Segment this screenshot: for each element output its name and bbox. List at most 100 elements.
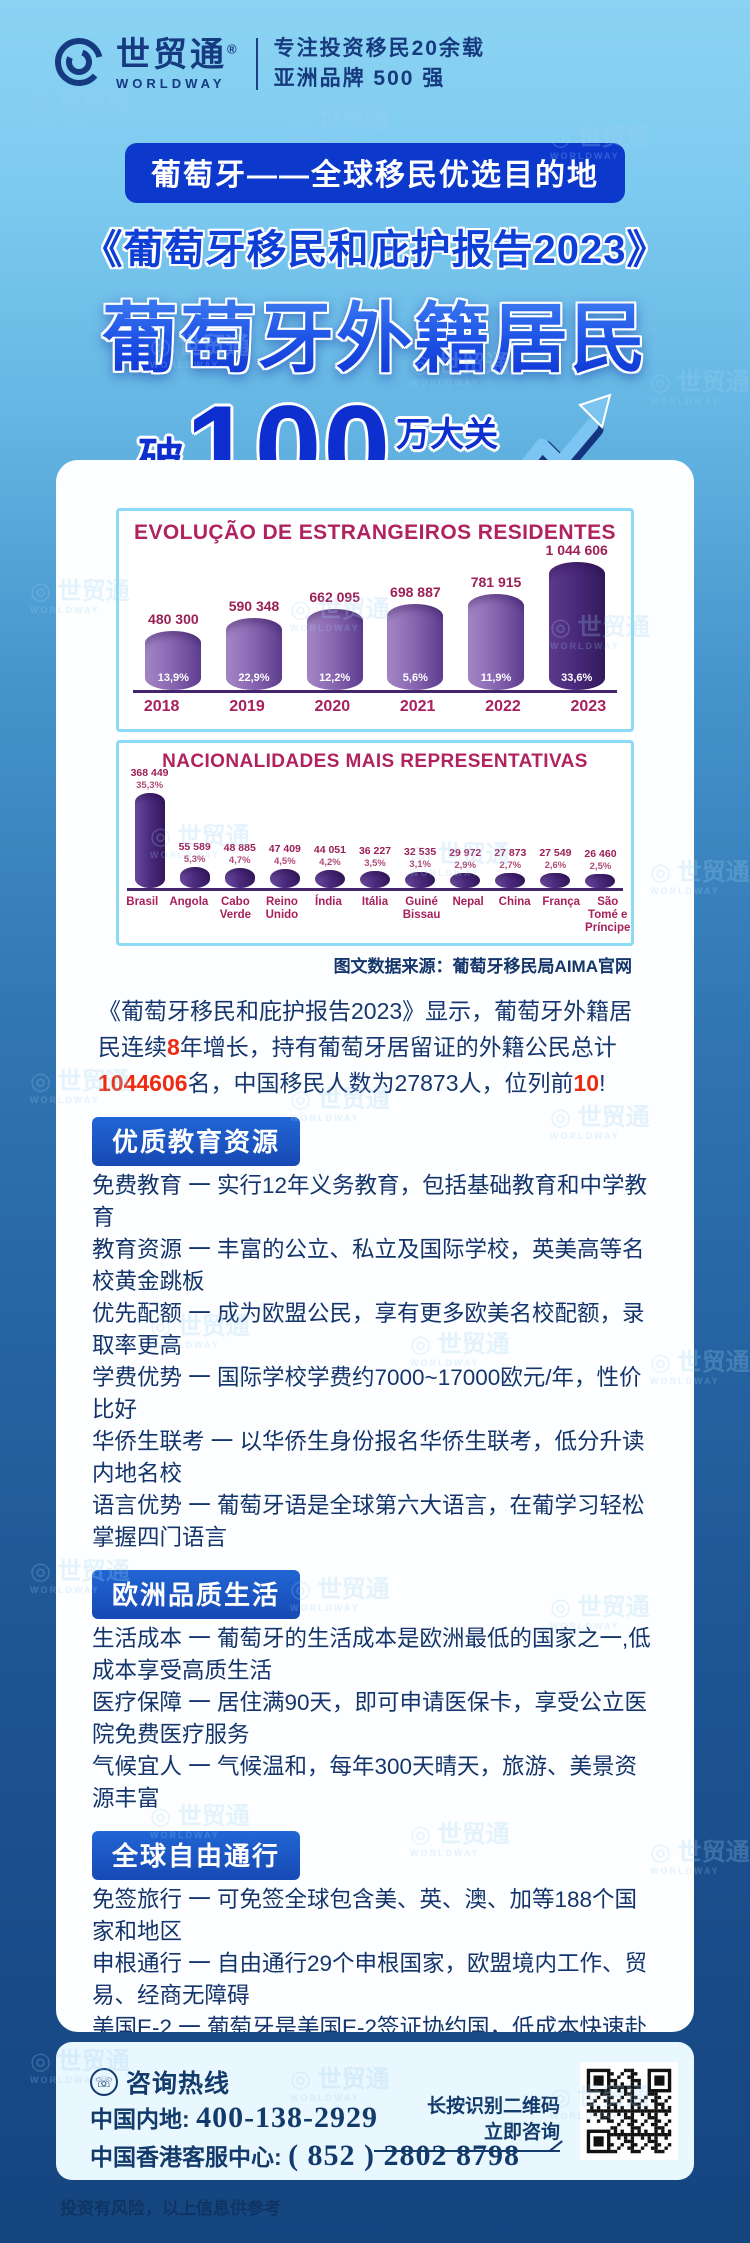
chart2-value-label: 368 449	[130, 767, 169, 779]
summary-paragraph: 《葡萄牙移民和庇护报告2023》显示，葡萄牙外籍居民连续8年增长，持有葡萄牙居留…	[98, 993, 652, 1101]
summary-text: 《葡萄牙移民和庇护报告2023》显示，葡萄牙外籍居民连续	[98, 998, 633, 1060]
section-list-item: 优先配额 一 成为欧盟公民，享有更多欧美名校配额，录取率更高	[92, 1301, 645, 1358]
chart2-bar	[495, 873, 526, 888]
phone-number-mainland[interactable]: 400-138-2929	[196, 2101, 379, 2134]
registered-mark: ®	[227, 41, 240, 57]
qr-hint-underline	[374, 2150, 560, 2152]
chart2-pct-label: 2,6%	[544, 860, 567, 871]
brand-header: 世贸通® WORLDWAY 专注投资移民20余载 亚洲品牌 500 强	[52, 34, 485, 94]
chart2-value-label: 27 873	[494, 847, 527, 859]
chart2-categories: Brasil Angola Cabo Verde Reino Unido Índia It…	[119, 891, 631, 935]
chart1-value-label: 590 348	[228, 598, 280, 614]
chart1-bar-group: 1 044 606 33,6%	[536, 542, 617, 690]
contact-card: ☏ 咨询热线 中国内地: 400-138-2929 中国香港客服中心: ( 85…	[56, 2042, 694, 2180]
section-badge-0: 优质教育资源	[92, 1117, 301, 1166]
section-list-item: 生活成本 一 葡萄牙的生活成本是欧洲最低的国家之一,低成本享受高质生活	[92, 1626, 651, 1683]
chart2-category-label: Cabo Verde	[219, 896, 252, 921]
chart2-category-label: Índia	[315, 896, 342, 908]
section-list-item: 气候宜人 一 气候温和，每年300天晴天，旅游、美景资源丰富	[92, 1754, 638, 1811]
hero-section: 葡萄牙——全球移民优选目的地 《葡萄牙移民和庇护报告2023》 葡萄牙外籍居民 …	[0, 0, 750, 508]
chart1-pct-label: 11,9%	[480, 672, 512, 684]
chart2-bar-group: 27 549 2,6%	[533, 847, 578, 888]
chart2-bar-group: 55 589 5,3%	[172, 841, 217, 888]
summary-text: 年增长，持有葡萄牙居留证的外籍公民总计	[179, 1034, 617, 1060]
summary-highlight: 1044606	[98, 1070, 188, 1096]
chart1-title: EVOLUÇÃO DE ESTRANGEIROS RESIDENTES	[134, 521, 616, 544]
chart1-category-label: 2023	[570, 698, 607, 715]
chart1-bar-group: 781 915 11,9%	[456, 574, 537, 690]
chart1-value-label: 662 095	[309, 589, 360, 605]
chart1-categories: 2018 2019 2020 2021 2022 2023	[119, 693, 631, 716]
chart2-bar-group: 29 972 2,9%	[443, 847, 488, 888]
chart2-bar-group: 26 460 2,5%	[578, 848, 623, 888]
brand-divider	[255, 38, 258, 90]
section-list-item: 华侨生联考 一 以华侨生身份报名华侨生联考，低分升读内地名校	[92, 1429, 645, 1486]
chart1-bar-group: 590 348 22,9%	[214, 598, 295, 690]
chart2-bars: 368 449 35,3% 55 589 5,3% 48 885 4,7% 47 409 4,…	[127, 767, 623, 891]
section-list-item: 申根通行 一 自由通行29个申根国家，欧盟境内工作、贸易、经商无障碍	[92, 1951, 648, 2008]
chart2-bar-group: 368 449 35,3%	[127, 767, 172, 888]
chart2-category-label: Angola	[169, 896, 209, 908]
chart1-value-label: 1 044 606	[545, 542, 608, 558]
chart2-bar	[450, 873, 481, 888]
chart1-pct-label: 33,6%	[561, 672, 593, 684]
chart2-bar-group: 47 409 4,5%	[262, 843, 307, 888]
hotline-label: 咨询热线	[126, 2070, 231, 2098]
chart-nacionalidades: NACIONALIDADES MAIS REPRESENTATIVAS 368 …	[116, 740, 634, 946]
phone-label-mainland: 中国内地:	[90, 2106, 190, 2132]
section-list-item: 美国E-2 一 葡萄牙是美国E-2签证协约国，低成本快速赴美的新选择	[92, 2015, 648, 2032]
chart1-bar: 11,9%	[468, 594, 525, 690]
chart1-pct-label: 12,2%	[319, 672, 351, 684]
chart2-value-label: 26 460	[584, 848, 617, 860]
chart1-bar-group: 480 300 13,9%	[133, 611, 214, 690]
telephone-icon: ☏	[90, 2068, 118, 2096]
chart2-category-label: São Tomé e Príncipe	[585, 896, 631, 934]
chart2-bar	[314, 870, 345, 888]
chart2-category-label: Itália	[361, 896, 389, 908]
chart2-bar	[269, 869, 300, 888]
section-list-2: 免签旅行 一 可免签全球包含美、英、澳、加等188个国家和地区 申根通行 一 自由…	[92, 1884, 658, 2032]
summary-text: !	[599, 1070, 606, 1096]
chart1-bar: 13,9%	[145, 631, 202, 690]
number-unit: 万大关	[396, 416, 499, 454]
chart2-bar-group: 27 873 2,7%	[488, 847, 533, 888]
brand-names: 世贸通® WORLDWAY	[116, 38, 240, 91]
chart2-bar	[405, 872, 436, 888]
chart1-category-label: 2019	[229, 698, 265, 715]
section-list-item: 语言优势 一 葡萄牙语是全球第六大语言，在葡学习轻松掌握四门语言	[92, 1493, 645, 1550]
chart-source-note: 图文数据来源：葡萄牙移民局AIMA官网	[333, 957, 632, 976]
chart1-value-label: 781 915	[470, 574, 522, 590]
chart1-bar: 22,9%	[226, 618, 282, 690]
chart1-pct-label: 22,9%	[238, 672, 270, 684]
chart2-bar	[360, 871, 391, 888]
chart2-pct-label: 3,1%	[409, 859, 431, 870]
chart2-value-label: 36 227	[358, 845, 392, 857]
phone-number-hk[interactable]: ( 852 ) 2802 8798	[288, 2139, 521, 2172]
hero-pill-title: 葡萄牙——全球移民优选目的地	[125, 143, 625, 203]
brand-name-cn: 世贸通®	[116, 35, 240, 74]
phone-line-hk: 中国香港客服中心: ( 852 ) 2802 8798	[90, 2138, 520, 2173]
chart2-pct-label: 2,9%	[454, 860, 477, 871]
chart1-category-label: 2020	[314, 698, 351, 715]
brand-name-en: WORLDWAY	[116, 75, 226, 91]
chart1-pct-label: 5,6%	[402, 672, 428, 684]
chart2-bar	[134, 793, 165, 888]
chart1-value-label: 698 887	[390, 584, 441, 600]
worldway-logo-icon	[52, 35, 106, 94]
section-list-item: 学费优势 一 国际学校学费约7000~17000欧元/年，性价比好	[92, 1365, 642, 1422]
chart2-pct-label: 5,3%	[183, 854, 206, 865]
chart2-bar-group: 36 227 3,5%	[352, 845, 397, 888]
qr-hint-line1: 长按识别二维码	[426, 2096, 560, 2117]
section-list-item: 免费教育 一 实行12年义务教育，包括基础教育和中学教育	[92, 1173, 648, 1230]
chart-evolucao: EVOLUÇÃO DE ESTRANGEIROS RESIDENTES 480 …	[116, 508, 634, 732]
chart2-value-label: 47 409	[268, 843, 301, 855]
qr-code[interactable]	[580, 2062, 678, 2160]
qr-hint-line2: 立即咨询	[483, 2122, 560, 2143]
chart2-bar-group: 32 535 3,1%	[398, 846, 443, 888]
chart1-category-label: 2021	[399, 698, 436, 715]
chart2-bar	[540, 873, 571, 888]
chart2-value-label: 44 051	[313, 844, 346, 856]
tagline-line2: 亚洲品牌 500 强	[273, 67, 446, 90]
chart2-title: NACIONALIDADES MAIS REPRESENTATIVAS	[162, 751, 588, 772]
